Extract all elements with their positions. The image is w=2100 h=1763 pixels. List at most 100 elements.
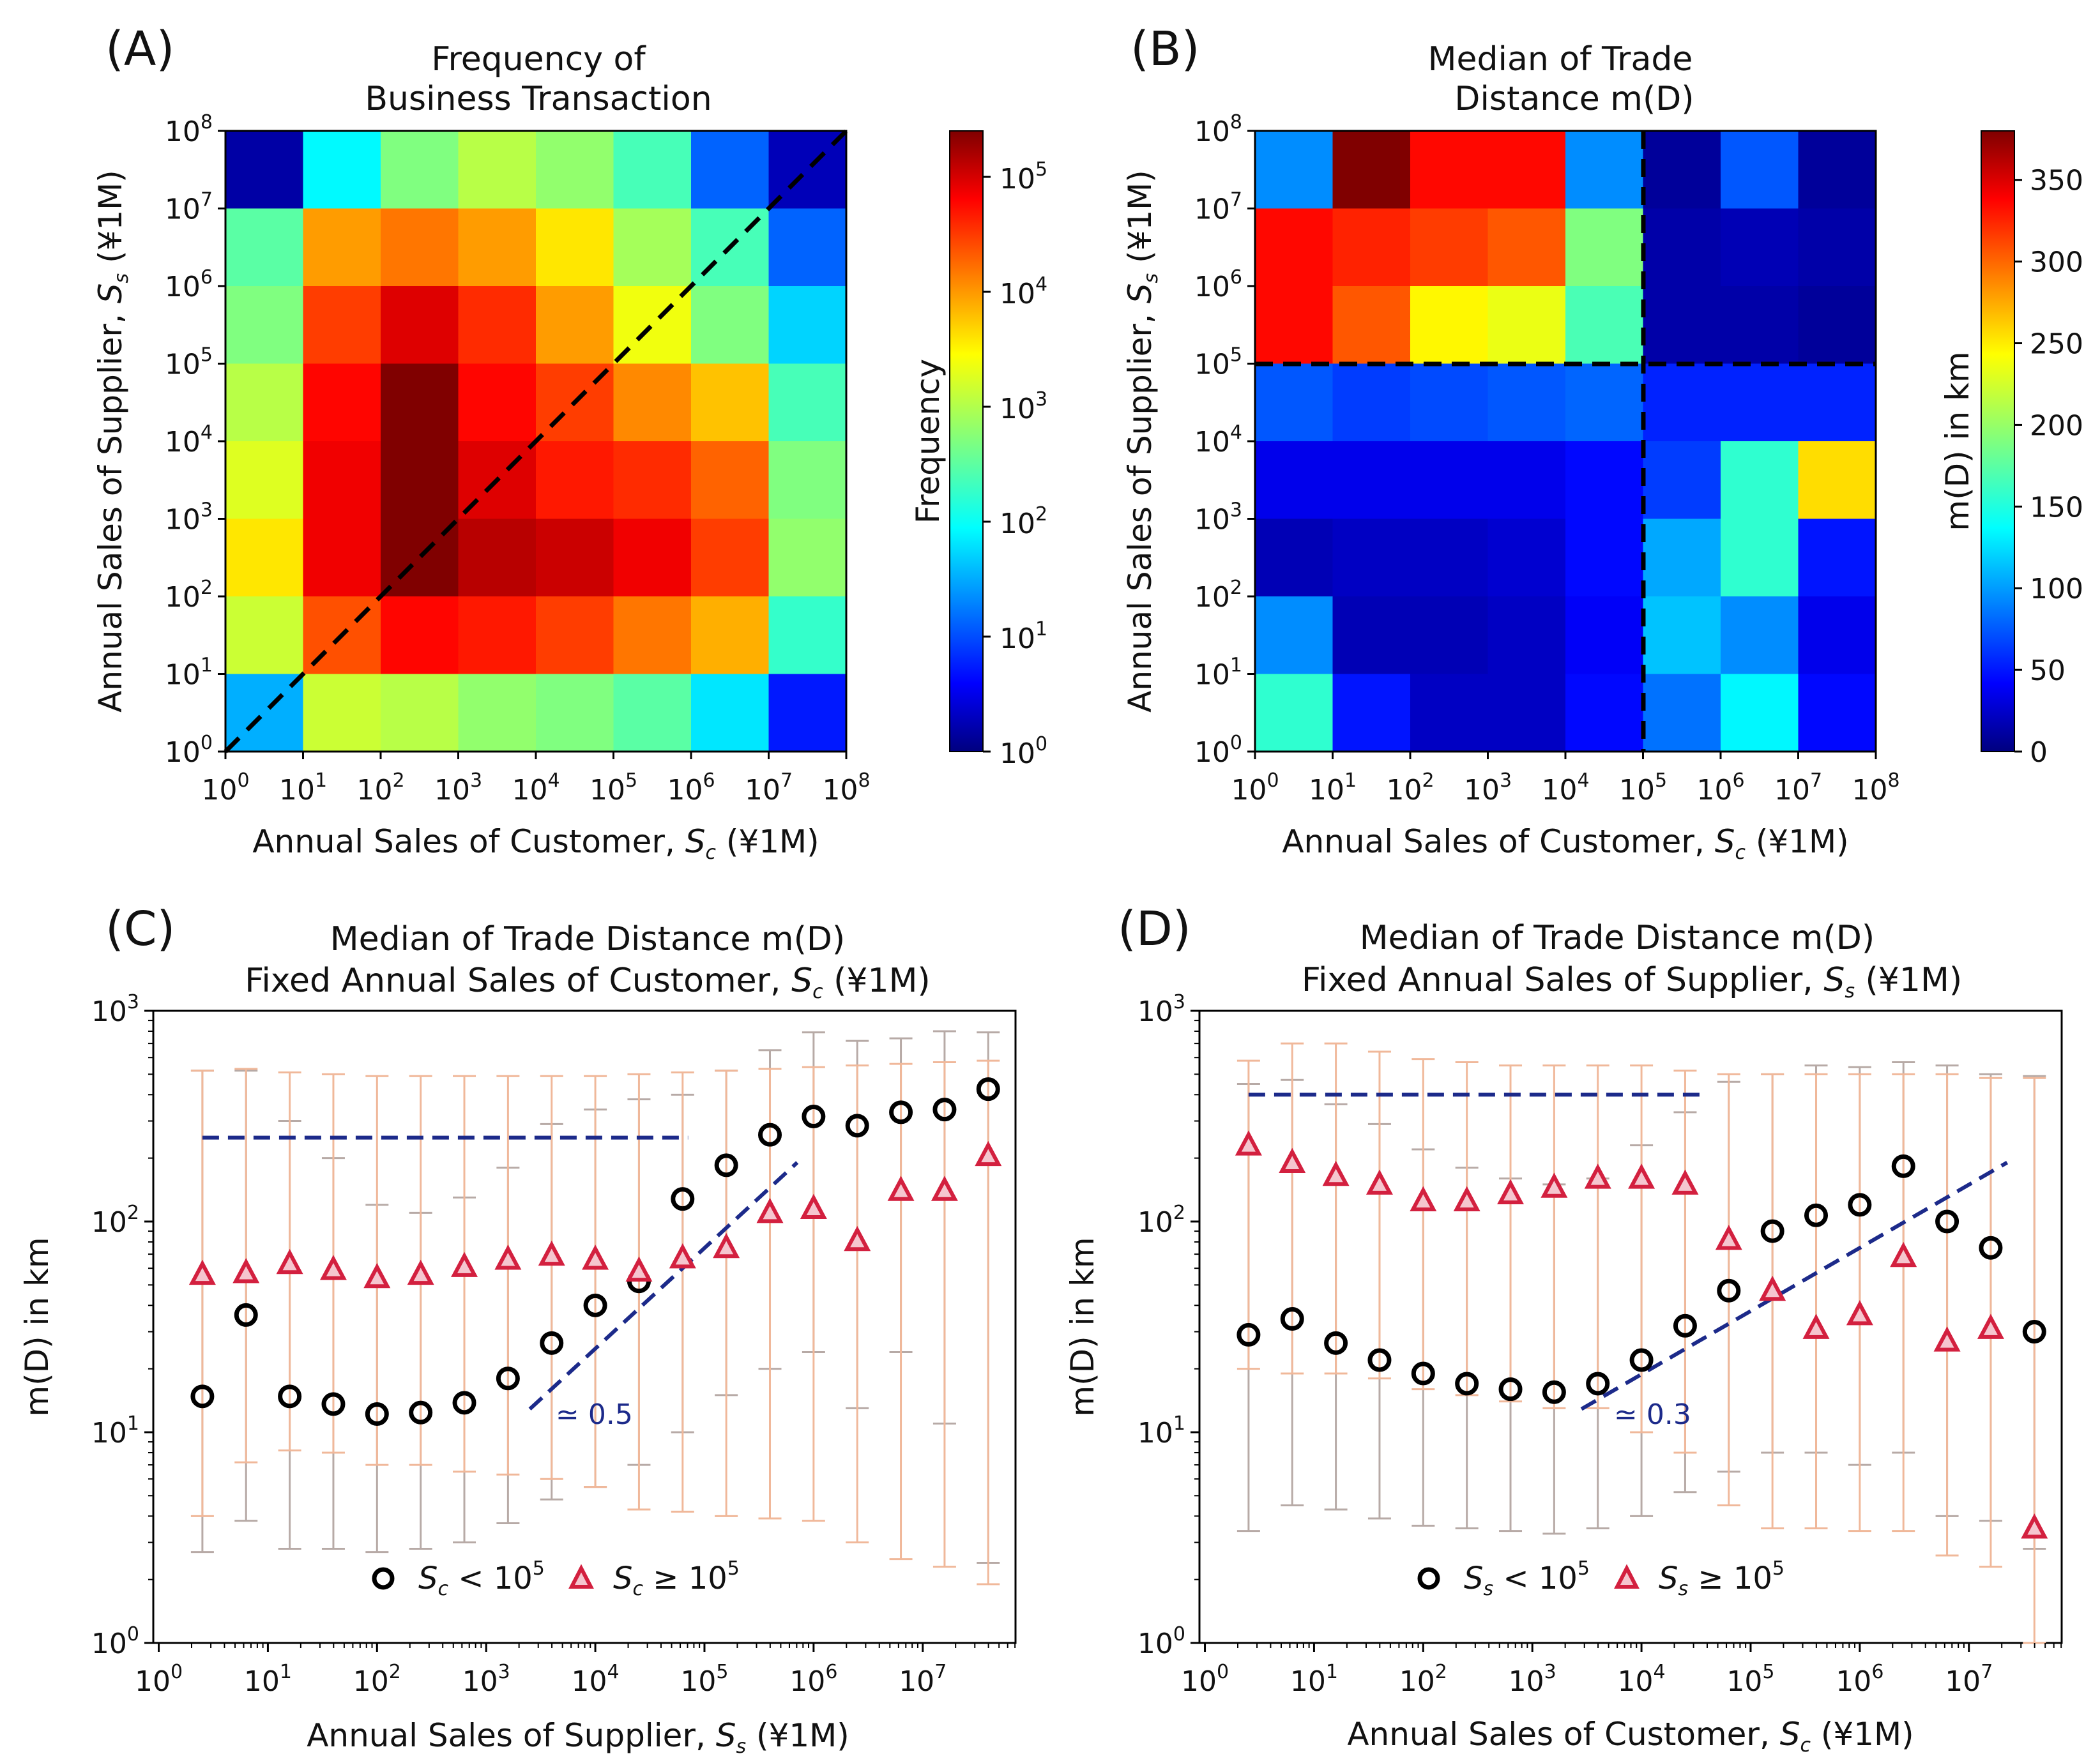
colorbar-a (949, 130, 984, 752)
heatmap-a-cell-r3-c6 (691, 363, 770, 442)
plot-c-xtick-label: 105 (680, 1661, 728, 1698)
plot-d-point-circle (1455, 1372, 1479, 1396)
heatmap-b-cell-r2-c7 (1798, 286, 1876, 365)
heatmap-a-cell-r6-c5 (613, 596, 692, 675)
heatmap-b-cell-r4-c6 (1721, 441, 1799, 520)
colorbar-a-tick-label: 105 (1000, 158, 1047, 195)
plot-d-point-circle (1542, 1380, 1566, 1404)
heatmap-a-cell-r1-c7 (768, 208, 847, 287)
heatmap-a-xticks: 100 101 102 103 104 105 106 107 108 (201, 752, 871, 806)
heatmap-b-cell-r5-c4 (1565, 518, 1644, 597)
plot-c-point-triangle (538, 1240, 565, 1266)
plot-d-point-circle (1498, 1377, 1523, 1402)
legend-d-label-2: Ss ≥ 105 (1659, 1557, 1784, 1600)
heatmap-a-cell-r2-c6 (691, 286, 770, 365)
panel-c-title-line2: Fixed Annual Sales of Customer, Sc (¥1M) (245, 962, 930, 1003)
heatmap-a-cell-r5-c7 (768, 518, 847, 597)
heatmap-a-yticks: 100 101 102 103 104 105 106 107 108 (165, 111, 225, 769)
heatmap-a-diagonal (224, 129, 848, 753)
heatmap-b-cell-r7-c7 (1798, 674, 1876, 752)
plot-c-point-circle (932, 1098, 957, 1122)
heatmap-b-cell-r2-c3 (1488, 286, 1566, 365)
heatmap-a-xtick-label: 105 (590, 769, 637, 806)
panel-d-title-line1: Median of Trade Distance m(D) (1360, 919, 1875, 957)
heatmap-b-xtick-label: 108 (1852, 769, 1899, 806)
heatmap-a-xtick-label: 102 (356, 769, 404, 806)
colorbar-a-label: Frequency (909, 359, 947, 524)
heatmap-b-cell-r7-c3 (1488, 674, 1566, 752)
plot-c-point-triangle (800, 1193, 827, 1219)
plot-c-xtick-label: 103 (462, 1661, 510, 1698)
plot-c-point-circle (190, 1384, 215, 1409)
panel-b: (B) Median of Trade Distance m(D) 100 101… (1122, 22, 2083, 864)
plot-d-ytick-label: 101 (1138, 1412, 1185, 1449)
panel-a-letter: (A) (105, 22, 174, 77)
plot-d-point-triangle (1584, 1163, 1611, 1189)
plot-d-point-circle (1760, 1219, 1784, 1243)
heatmap-b-cell-r4-c0 (1255, 441, 1334, 520)
heatmap-b-ytick-label: 100 (1194, 732, 1242, 769)
panel-c-title-line1: Median of Trade Distance m(D) (330, 920, 845, 958)
plot-c-point-triangle (713, 1232, 740, 1259)
plot-c-point-circle (452, 1391, 476, 1415)
heatmap-b-ytick-label: 104 (1194, 421, 1242, 458)
plot-d-xtick-label: 100 (1181, 1661, 1229, 1698)
plot-c-point-triangle (319, 1255, 347, 1280)
heatmap-a-cell-r0-c5 (613, 131, 692, 209)
plot-c-legend: Sc < 105 Sc ≥ 105 (372, 1557, 740, 1600)
plot-d-point-triangle (1410, 1186, 1437, 1212)
plot-d-point-circle (1935, 1209, 1959, 1234)
plot-d-point-triangle (1977, 1313, 2004, 1339)
plot-c-point-circle (583, 1293, 607, 1317)
plot-d-ytick-label: 102 (1138, 1202, 1185, 1239)
heatmap-b-cell-r5-c6 (1721, 518, 1799, 597)
panel-c: (C) Median of Trade Distance m(D) Fixed … (19, 902, 1017, 1758)
heatmap-b-cell-r5-c3 (1488, 518, 1566, 597)
heatmap-a-cell-r4-c4 (536, 441, 614, 520)
heatmap-a-cell-r1-c0 (225, 208, 304, 287)
heatmap-a-cell-r0-c1 (303, 131, 381, 209)
heatmap-b-cell-r1-c0 (1255, 208, 1334, 287)
heatmap-a-cell-r2-c4 (536, 286, 614, 365)
plot-d-point-circle (1629, 1348, 1654, 1372)
plot-c-ytick-label: 103 (91, 991, 139, 1028)
heatmap-a-cell-r2-c3 (458, 286, 536, 365)
plot-c-point-triangle (669, 1243, 696, 1269)
plot-d-point-triangle (2021, 1513, 2048, 1539)
heatmap-a-ytick-label: 108 (165, 111, 213, 148)
heatmap-a-cell-r3-c1 (303, 363, 381, 442)
plot-d-legend: Ss < 105 Ss ≥ 105 (1417, 1557, 1784, 1600)
plot-c-point-circle (976, 1077, 1000, 1101)
colorbar-a-tick-label: 101 (1000, 618, 1047, 655)
heatmap-b-cell-r0-c3 (1488, 131, 1566, 209)
heatmap-a-cell-r6-c0 (225, 596, 304, 675)
plot-d-xlabel: Annual Sales of Customer, Sc (¥1M) (1347, 1716, 1914, 1757)
heatmap-b-xtick-label: 103 (1464, 769, 1512, 806)
plot-c-point-circle (540, 1331, 564, 1355)
heatmap-a-cell-r5-c4 (536, 518, 614, 597)
plot-d-point-triangle (1628, 1163, 1655, 1189)
heatmap-a-cell-r1-c1 (303, 208, 381, 287)
heatmap-b-xtick-label: 107 (1774, 769, 1822, 806)
heatmap-a-cell-r4-c2 (381, 441, 459, 520)
heatmap-a-cell-r6-c3 (458, 596, 536, 675)
plot-c-xtick-label: 100 (135, 1661, 183, 1698)
legend-d-triangle (1614, 1564, 1640, 1589)
panel-d-title-line2: Fixed Annual Sales of Supplier, Ss (¥1M) (1302, 961, 1962, 1003)
plot-d-xtick-label: 106 (1836, 1661, 1883, 1698)
plot-c-slope-label: ≃ 0.5 (556, 1398, 633, 1431)
heatmap-b-cell-r3-c6 (1721, 363, 1799, 442)
plot-c-point-triangle (844, 1225, 871, 1252)
plot-c-point-circle (278, 1384, 302, 1409)
plot-d-point-triangle (1453, 1186, 1480, 1212)
heatmap-a-cell-r0-c6 (691, 131, 770, 209)
heatmap-b-cell-r6-c5 (1643, 596, 1721, 675)
heatmap-b-xtick-label: 104 (1541, 769, 1589, 806)
colorbar-b-tick-label: 200 (2030, 409, 2083, 442)
panel-a-title-line1: Frequency of (431, 40, 646, 79)
heatmap-b-cell-r0-c1 (1332, 131, 1411, 209)
plot-d-point-triangle (1541, 1172, 1568, 1198)
plot-d-frame (1198, 1010, 2063, 1644)
heatmap-a-xtick-label: 103 (434, 769, 482, 806)
plot-c-xtick-label: 104 (572, 1661, 620, 1698)
